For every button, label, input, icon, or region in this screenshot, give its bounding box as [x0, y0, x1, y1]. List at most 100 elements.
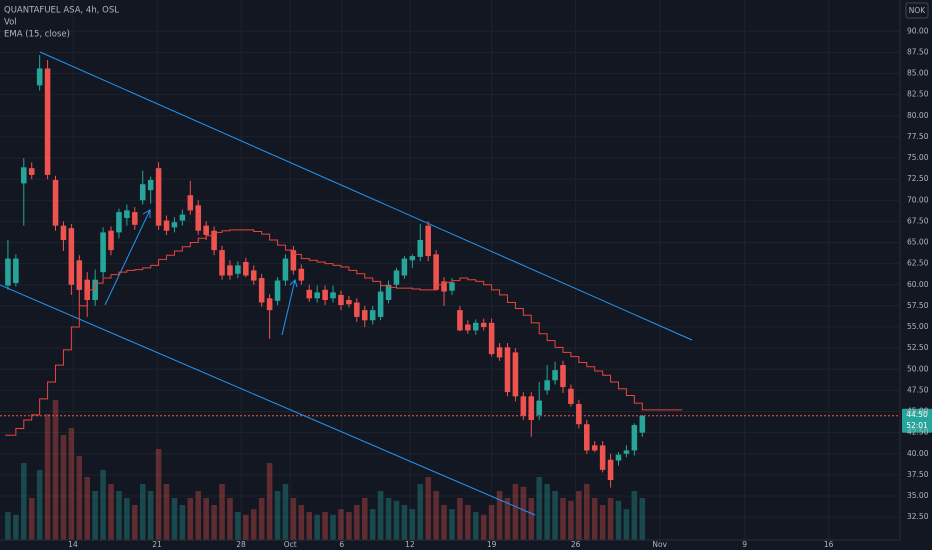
volume-bar	[599, 505, 606, 540]
y-tick-label: 45.00	[907, 407, 929, 416]
volume-bar	[108, 484, 114, 540]
x-tick-label: 14	[68, 540, 78, 549]
y-tick-label: 35.00	[907, 491, 929, 500]
x-tick-label: 9	[742, 540, 747, 549]
candle-body	[124, 210, 130, 219]
volume-bar	[28, 498, 35, 540]
candle-body	[449, 282, 455, 291]
volume-bar	[607, 498, 614, 540]
volume-bar	[282, 484, 289, 540]
y-tick-label: 77.50	[907, 132, 929, 141]
y-tick-label: 50.00	[907, 364, 929, 373]
candle-body	[187, 195, 194, 211]
volume-bar	[219, 484, 225, 540]
candle-body	[330, 292, 336, 299]
volume-bar	[488, 505, 495, 540]
y-tick-label: 60.00	[907, 280, 929, 289]
currency[interactable]: NOK	[909, 6, 927, 15]
volume-bar	[433, 491, 439, 540]
volume-bar	[512, 484, 519, 540]
candle-body	[44, 68, 51, 175]
candle-body	[227, 265, 233, 276]
currency-box[interactable]	[905, 2, 929, 19]
candle-body	[274, 280, 281, 301]
candle-body	[235, 265, 241, 274]
volume-bar	[139, 484, 146, 540]
candle-body	[258, 278, 265, 303]
volume-bar	[76, 456, 83, 540]
candle-body	[139, 184, 146, 201]
candle-body	[13, 258, 19, 284]
candle-body	[250, 270, 257, 281]
y-tick-label: 37.50	[907, 470, 929, 479]
y-tick-label: 80.00	[907, 111, 929, 120]
y-tick-label: 67.50	[907, 216, 929, 225]
candle-body	[496, 347, 503, 358]
volume-bar	[52, 400, 59, 540]
candle-body	[457, 310, 463, 331]
volume-bar	[100, 470, 106, 540]
candle-layer	[5, 54, 646, 488]
volume-bar	[211, 505, 217, 540]
candle-body	[219, 250, 225, 276]
candle-body	[116, 212, 122, 233]
candle-body	[147, 180, 154, 191]
candle-body	[488, 322, 495, 355]
y-tick-label: 72.50	[907, 174, 929, 183]
volume-bar	[116, 491, 122, 540]
candle-body	[108, 230, 114, 251]
x-tick-label: 12	[405, 540, 415, 549]
volume-bar	[417, 484, 424, 540]
arrow	[281, 279, 298, 336]
candle-body	[132, 212, 138, 225]
volume-bar	[520, 486, 527, 540]
arrow	[104, 209, 151, 306]
volume-bar	[528, 498, 535, 540]
chart-title: QUANTAFUEL ASA, 4h, OSL	[4, 6, 119, 16]
volume-bar	[369, 509, 376, 540]
overlay-layer: 44.50 52:01	[0, 229, 932, 436]
volume-bar	[203, 498, 209, 540]
x-tick-label: 16	[824, 540, 834, 549]
x-tick-label: 6	[339, 540, 344, 549]
y-tick-label: 65.00	[907, 238, 929, 247]
volume-bar	[544, 484, 550, 540]
volume-bar	[314, 514, 320, 540]
candle-body	[472, 322, 479, 331]
y-tick-label: 47.50	[907, 385, 929, 394]
volume-bar	[496, 491, 503, 540]
volume-bar	[354, 505, 360, 540]
x-tick-label: Nov	[652, 540, 667, 549]
volume-bar	[124, 498, 130, 540]
candle-body	[584, 424, 590, 451]
candle-body	[354, 302, 360, 317]
y-tick-label: 32.50	[907, 512, 929, 521]
volume-bar	[631, 491, 638, 540]
countdown: 52:01	[906, 421, 928, 430]
legend-volume: Vol	[4, 18, 17, 28]
volume-bar	[21, 463, 27, 540]
candle-body	[639, 415, 646, 433]
candle-body	[5, 258, 11, 286]
volume-bar	[195, 491, 202, 540]
y-tick-label: 85.00	[907, 69, 929, 78]
volume-bar	[472, 512, 479, 540]
y-tick-label: 55.00	[907, 322, 929, 331]
volume-bar	[36, 470, 43, 540]
candle-body	[433, 254, 439, 290]
candle-body	[576, 403, 582, 425]
candle-body	[290, 250, 297, 271]
volume-bar	[92, 491, 98, 540]
candle-body	[211, 230, 217, 251]
y-tick-label: 90.00	[907, 26, 929, 35]
volume-bar	[623, 509, 630, 540]
candle-body	[203, 225, 209, 235]
volume-bar	[409, 509, 416, 540]
candle-body	[377, 291, 384, 317]
y-tick-label: 52.50	[907, 343, 929, 352]
candle-body	[552, 370, 558, 381]
volume-bar	[568, 500, 574, 540]
candle-body	[631, 425, 638, 451]
candle-body	[68, 228, 75, 285]
y-tick-label: 40.00	[907, 449, 929, 458]
